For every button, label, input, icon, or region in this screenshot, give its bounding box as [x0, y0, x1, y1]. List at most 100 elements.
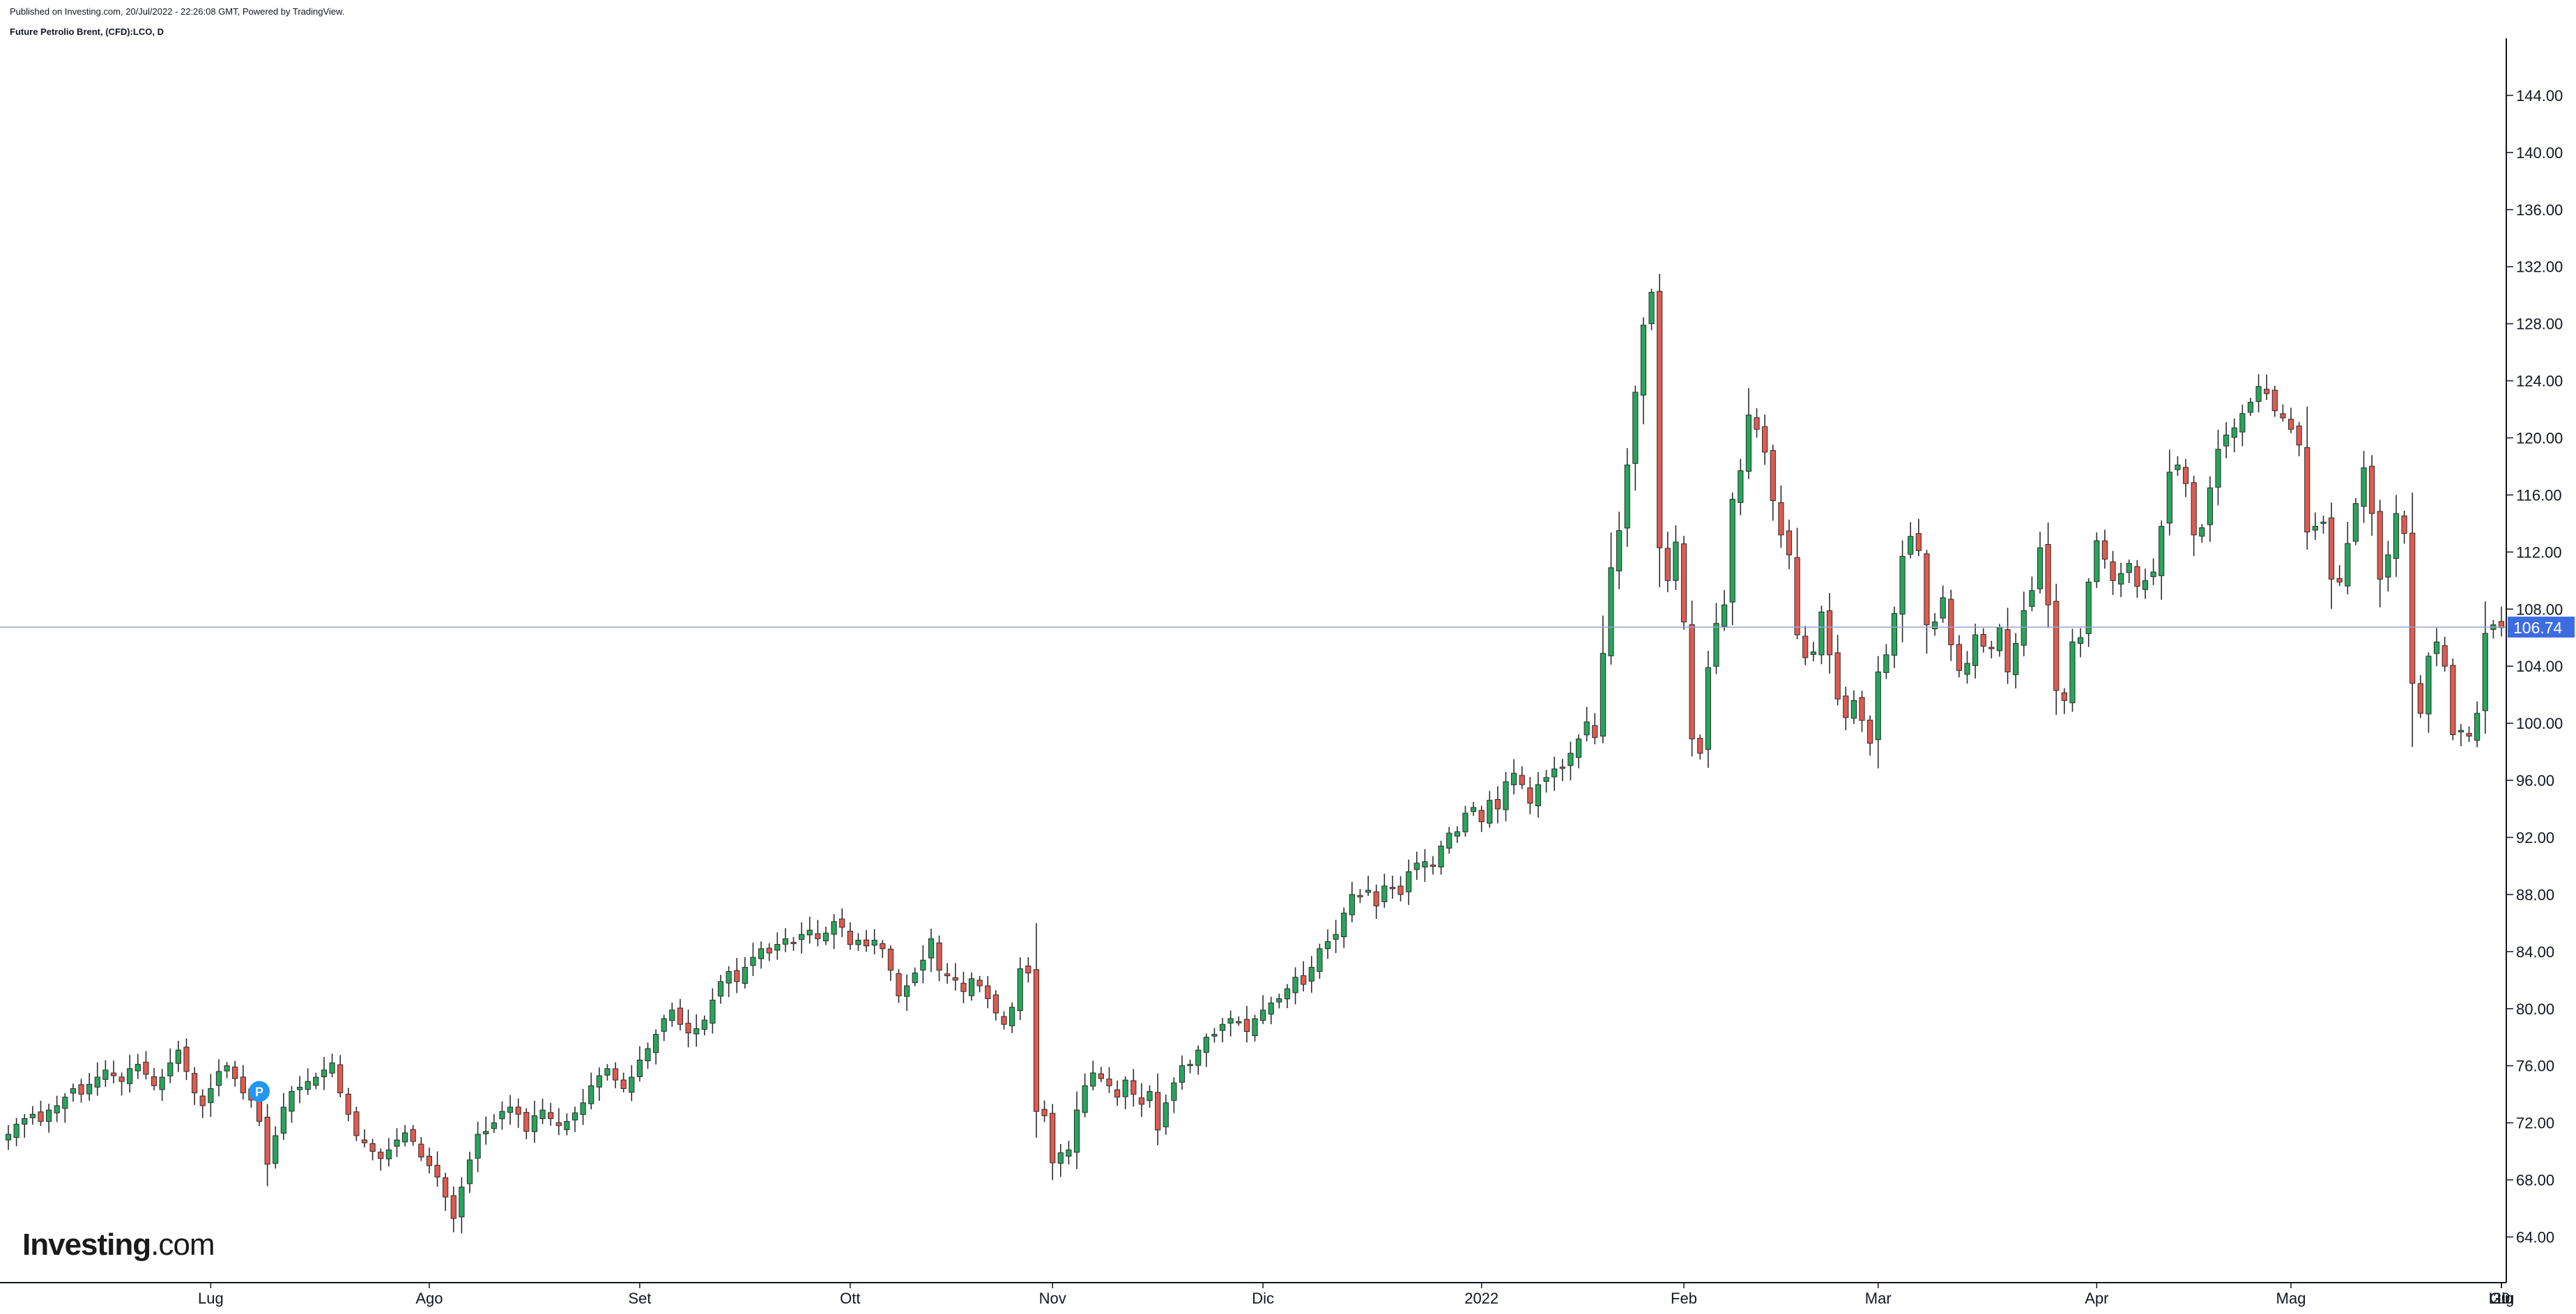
candle-body — [2450, 665, 2456, 736]
candle — [1600, 615, 1606, 743]
candle-body — [596, 1075, 602, 1088]
price-axis[interactable]: 64.00 68.00 72.00 76.00 80.00 84.00 88.00 92.00… — [2506, 38, 2575, 1283]
candle — [806, 916, 813, 944]
price-tick-label: 80.00 — [2516, 1000, 2554, 1018]
candle — [1211, 1028, 1218, 1043]
candle-body — [1786, 530, 1793, 555]
candle-body — [1349, 894, 1355, 915]
candle-body — [345, 1093, 351, 1115]
price-tick-label: 144.00 — [2516, 87, 2563, 105]
candle-body — [1567, 752, 1574, 766]
candle — [29, 1106, 36, 1125]
candle-body — [208, 1088, 214, 1104]
candle-body — [1009, 1007, 1015, 1026]
candle — [45, 1104, 52, 1133]
candle — [2433, 628, 2440, 667]
candle — [232, 1060, 238, 1087]
candle — [2094, 532, 2100, 588]
candle-body — [361, 1139, 368, 1143]
candle-body — [1608, 567, 1614, 656]
candle-body — [1575, 739, 1582, 758]
candle — [992, 990, 999, 1021]
price-tick-label: 72.00 — [2516, 1115, 2554, 1132]
candle-body — [13, 1124, 20, 1138]
candle-body — [2215, 449, 2221, 488]
candle — [1341, 907, 1347, 948]
candle — [450, 1186, 457, 1232]
candle — [264, 1104, 270, 1187]
candle — [636, 1046, 643, 1082]
candle — [2498, 606, 2505, 637]
candle-body — [1924, 553, 1930, 626]
candle — [1988, 640, 1995, 658]
candle-body — [1664, 548, 1671, 581]
candle-body — [2409, 532, 2416, 684]
candle-body — [1762, 426, 1768, 453]
candle — [742, 957, 748, 989]
candle-body — [1195, 1049, 1202, 1066]
candle-body — [135, 1064, 141, 1072]
candle-body — [1988, 647, 1995, 649]
candle — [726, 966, 732, 998]
candle — [5, 1124, 12, 1150]
candle-body — [1891, 612, 1898, 656]
candle-body — [2369, 465, 2375, 514]
candle — [1527, 777, 1533, 814]
candle-body — [240, 1076, 246, 1094]
candle-body — [612, 1068, 619, 1081]
candle-body — [2247, 401, 2254, 413]
price-tick-label: 68.00 — [2516, 1172, 2554, 1189]
candle — [912, 967, 918, 987]
candle — [1850, 690, 1857, 725]
candle-body — [418, 1143, 424, 1158]
candle-body — [2223, 434, 2230, 447]
candle-body — [102, 1069, 109, 1080]
candle — [896, 968, 902, 1003]
candle — [645, 1042, 651, 1069]
candle — [1915, 518, 1922, 557]
price-tick-label: 84.00 — [2516, 943, 2554, 961]
candle-body — [394, 1139, 400, 1147]
candle — [70, 1083, 77, 1102]
candle — [920, 945, 926, 984]
candle — [1406, 859, 1412, 905]
time-axis[interactable]: Lug Ago Set Ott Nov Dic 2022 Feb Mar Apr Mag GiuLug… — [0, 1282, 2514, 1307]
candle — [1891, 606, 1898, 668]
candle — [1624, 448, 1630, 547]
candle-body — [2094, 540, 2100, 582]
candle — [2215, 429, 2221, 506]
candle-body — [1802, 635, 1809, 658]
candle — [394, 1128, 400, 1157]
candle-body — [1972, 634, 1979, 666]
candle-body — [1810, 651, 1816, 655]
candle-body — [2045, 543, 2051, 605]
candle-body — [1867, 720, 1873, 744]
candle-body — [273, 1135, 279, 1164]
candle — [2199, 524, 2205, 543]
candle — [1875, 656, 1881, 768]
candle — [1802, 626, 1809, 665]
candle — [1810, 642, 1816, 662]
candle-body — [2336, 578, 2343, 582]
candle — [2409, 492, 2416, 748]
candle-body — [2393, 513, 2400, 559]
candle-body — [1640, 325, 1647, 396]
candle — [1931, 612, 1938, 636]
candle — [329, 1053, 335, 1078]
candle — [434, 1151, 440, 1187]
candle-body — [1324, 941, 1331, 950]
candle-body — [936, 942, 942, 971]
candle-body — [483, 1131, 489, 1134]
price-tick-label: 136.00 — [2516, 201, 2563, 219]
candle-body — [1050, 1113, 1056, 1164]
candle — [2150, 558, 2156, 585]
candle-body — [167, 1062, 174, 1076]
candle-body — [1438, 845, 1444, 867]
candle — [629, 1065, 635, 1102]
candle-body — [1908, 536, 1914, 555]
candle-body — [1770, 450, 1776, 502]
candle — [555, 1108, 562, 1136]
candle — [143, 1051, 149, 1080]
candle-body — [2166, 472, 2172, 524]
